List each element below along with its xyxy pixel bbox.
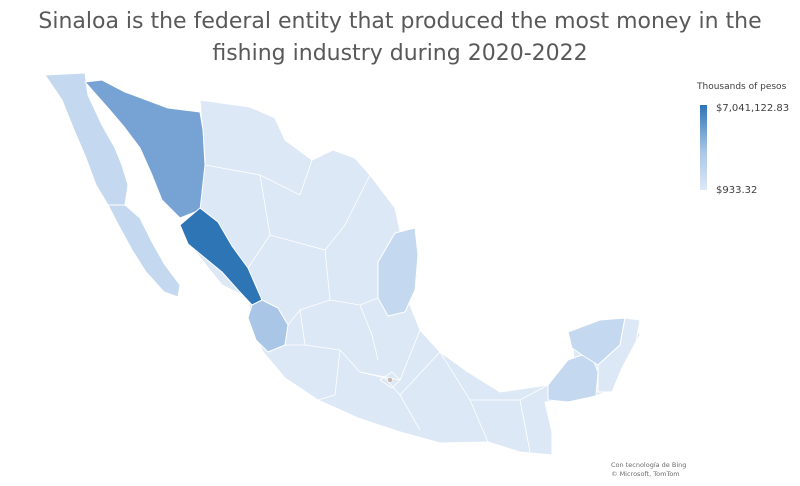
region-baja-california[interactable]	[44, 72, 129, 206]
region-baja-california-sur[interactable]	[107, 204, 181, 298]
region-quintana-roo[interactable]	[597, 317, 641, 393]
credits-line-2: © Microsoft, TomTom	[611, 470, 680, 478]
map-title: Sinaloa is the federal entity that produ…	[0, 6, 800, 70]
region-tamaulipas[interactable]	[377, 227, 419, 317]
region-campeche[interactable]	[547, 351, 599, 403]
credits-line-1: Con tecnología de Bing	[611, 461, 687, 469]
legend-title: Thousands of pesos	[697, 82, 787, 92]
title-line-1: Sinaloa is the federal entity that produ…	[38, 9, 762, 34]
state-borders	[204, 159, 549, 453]
legend-color-scale	[700, 105, 707, 190]
title-line-2: fishing industry during 2020-2022	[212, 41, 588, 66]
legend-max-label: $7,041,122.83	[716, 103, 790, 114]
map-credits: Con tecnología de Bing © Microsoft, TomT…	[611, 461, 686, 479]
legend-min-label: $933.32	[716, 185, 758, 196]
region-ciudad-de-mexico[interactable]	[387, 377, 393, 383]
